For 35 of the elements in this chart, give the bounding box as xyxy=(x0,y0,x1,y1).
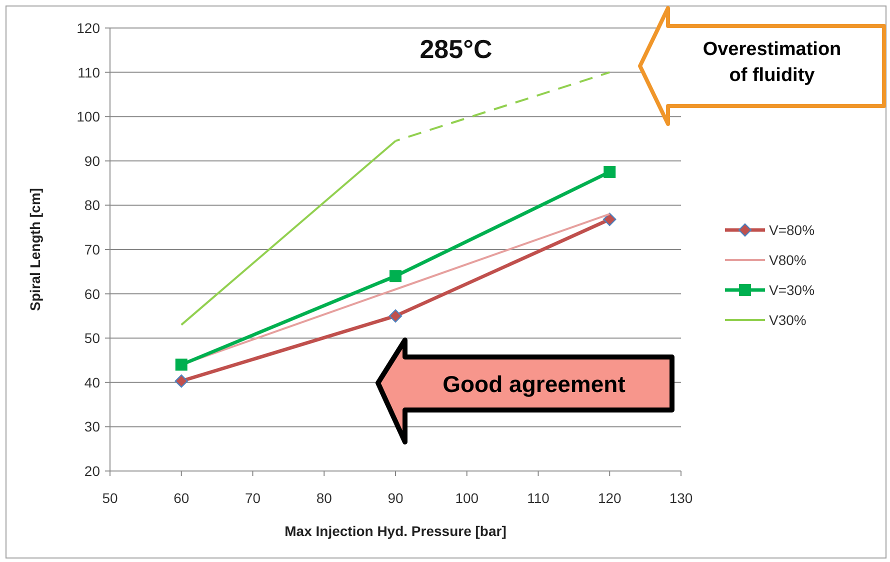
x-tick-label: 120 xyxy=(598,490,622,506)
text: Overestimation of fluidity xyxy=(702,39,842,86)
point xyxy=(603,212,616,226)
x-tick-label: 110 xyxy=(527,490,550,506)
y-tick-label: 90 xyxy=(84,152,100,169)
legend-label: V30% xyxy=(769,312,806,328)
x-tick-label: 80 xyxy=(316,490,332,506)
x-tick-label: 50 xyxy=(102,490,118,506)
x-axis-title: Max Injection Hyd. Pressure [bar] xyxy=(284,523,506,539)
point xyxy=(388,309,402,323)
x-tick-label: 90 xyxy=(388,490,404,506)
y-tick-label: 100 xyxy=(76,108,100,125)
y-tick-label: 120 xyxy=(76,20,100,36)
y-tick-label: 80 xyxy=(84,197,100,214)
y-axis-title: Spiral Length [cm] xyxy=(27,188,43,311)
y-tick-label: 40 xyxy=(84,374,100,390)
y-tick-label: 70 xyxy=(84,242,100,258)
point xyxy=(390,270,402,282)
x-tick-label: 60 xyxy=(174,490,190,506)
y-tick-label: 20 xyxy=(84,463,100,479)
annotation: Good agreement xyxy=(442,371,626,397)
legend-label: V=30% xyxy=(769,282,815,298)
point xyxy=(604,166,616,178)
legend-label: V=80% xyxy=(769,222,815,238)
y-tick-label: 60 xyxy=(84,286,100,302)
point xyxy=(174,374,188,388)
x-tick-label: 70 xyxy=(244,490,261,506)
y-tick-label: 110 xyxy=(78,64,100,80)
x-tick-label: 100 xyxy=(455,490,479,506)
point xyxy=(175,358,188,371)
y-tick-label: 30 xyxy=(84,418,100,435)
x-tick-label: 130 xyxy=(669,490,693,506)
y-tick-label: 50 xyxy=(84,330,100,346)
chart-title: 285°C xyxy=(420,34,492,64)
legend-label: V80% xyxy=(769,252,806,268)
